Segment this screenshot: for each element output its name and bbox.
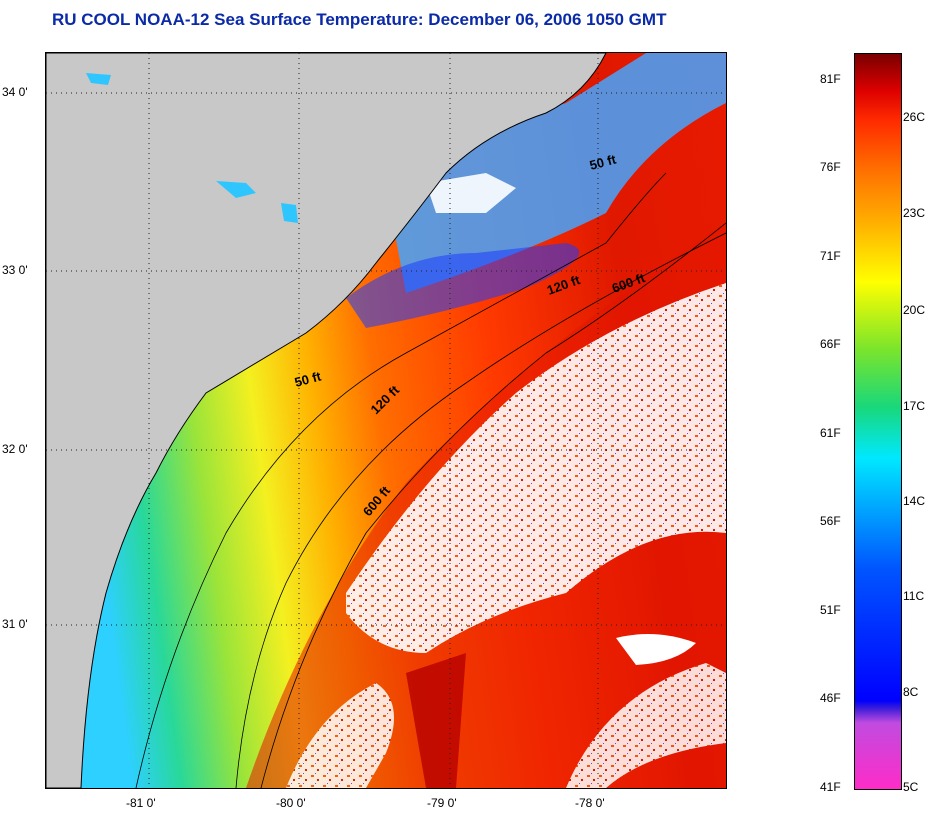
colorbar-c-label: 17C (903, 399, 926, 413)
colorbar-c-label: 20C (903, 303, 926, 317)
colorbar-f-label: 41F (820, 780, 841, 794)
cloud-artifact (86, 73, 111, 85)
isobath-label: 50 ft (588, 151, 618, 173)
colorbar-f-label: 71F (820, 249, 841, 263)
colorbar-f-label: 61F (820, 426, 841, 440)
sst-map-canvas: 50 ft 50 ft 120 ft 120 ft 600 ft 600 ft (46, 53, 726, 788)
lat-tick-label: 33 0' (2, 263, 28, 277)
graticule (46, 53, 726, 788)
colorbar-f-label: 81F (820, 72, 841, 86)
colorbar-f-label: 51F (820, 603, 841, 617)
lat-tick-label: 31 0' (2, 617, 28, 631)
lat-tick-label: 32 0' (2, 442, 28, 456)
cloud-artifact (281, 203, 298, 223)
colorbar-f-label: 46F (820, 691, 841, 705)
colorbar-c-label: 26C (903, 110, 926, 124)
cloud-artifact (216, 181, 256, 198)
colorbar-c-label: 5C (903, 780, 919, 794)
colorbar-c-label: 14C (903, 494, 926, 508)
lon-tick-label: -81 0' (126, 796, 156, 810)
cold-water-band (391, 53, 726, 293)
colorbar-f-label: 56F (820, 514, 841, 528)
lon-tick-label: -80 0' (276, 796, 306, 810)
sst-map[interactable]: 50 ft 50 ft 120 ft 120 ft 600 ft 600 ft (45, 52, 727, 789)
colorbar-c-label: 23C (903, 206, 926, 220)
lon-tick-label: -78 0' (575, 796, 605, 810)
colorbar-f-label: 66F (820, 337, 841, 351)
cloud-patch (616, 634, 696, 665)
temperature-colorbar (854, 53, 902, 790)
colorbar-f-label: 76F (820, 160, 841, 174)
nearshore-cloud (426, 173, 516, 213)
cloud-cover-south (286, 683, 394, 788)
land-mass (46, 53, 607, 788)
colorbar-c-label: 11C (903, 589, 925, 603)
warm-eddy (406, 653, 466, 788)
lon-tick-label: -79 0' (427, 796, 457, 810)
cold-water-core (346, 243, 580, 328)
lat-tick-label: 34 0' (2, 85, 28, 99)
cloud-cover (346, 283, 726, 653)
colorbar-c-label: 8C (903, 685, 919, 699)
page-title: RU COOL NOAA-12 Sea Surface Temperature:… (52, 10, 667, 29)
isobath-label: 50 ft (293, 368, 323, 390)
isobath-lines (135, 172, 726, 788)
cloud-cover-southeast (566, 663, 726, 788)
